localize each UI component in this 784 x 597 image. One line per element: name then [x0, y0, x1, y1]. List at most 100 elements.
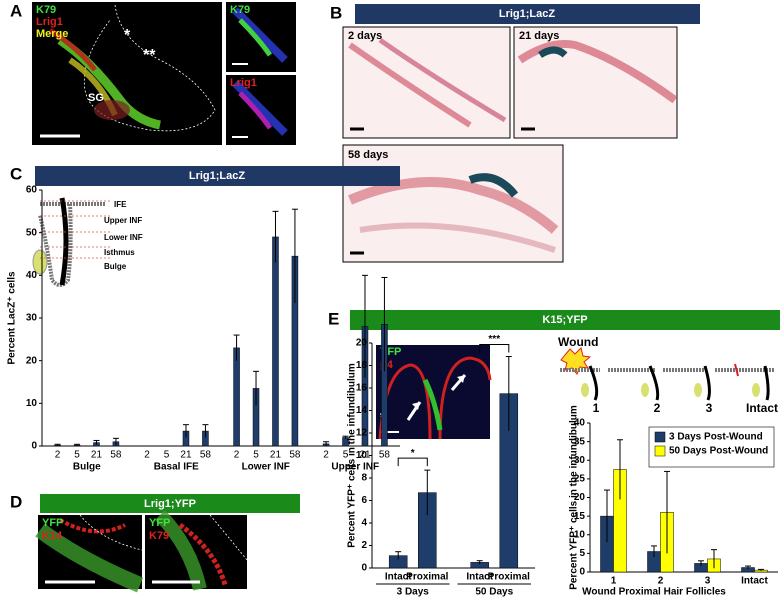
y-tick-label: 8	[361, 473, 367, 484]
y-axis-label: Percent LacZ⁺ cells	[7, 271, 18, 365]
schematic-label: Isthmus	[104, 248, 135, 257]
group-label: Basal IFE	[154, 462, 199, 473]
legend-box	[648, 426, 775, 468]
x-tick-label: 21	[270, 450, 282, 461]
image-label: K79	[230, 4, 250, 16]
y-tick-label: 40	[574, 418, 586, 429]
panel-header: K15;YFP	[542, 314, 587, 326]
x-tick-label: 5	[74, 450, 80, 461]
image-label: Lrig1	[36, 16, 63, 28]
image-label: K14	[42, 530, 63, 542]
y-tick-label: 35	[574, 436, 586, 447]
panel-label: E	[328, 309, 339, 328]
y-axis-label: Percent YFP⁺ cells in the infundibulum	[347, 363, 358, 548]
x-tick-label: 2	[55, 450, 61, 461]
image-label: 21 days	[519, 30, 559, 42]
micrograph-d	[35, 510, 248, 593]
y-tick-label: 0	[361, 563, 367, 574]
x-tick-label: Intact	[741, 576, 768, 587]
y-tick-label: 10	[356, 450, 368, 461]
x-tick-label: 58	[379, 450, 391, 461]
image-label: *	[124, 27, 131, 44]
y-tick-label: 60	[26, 185, 38, 196]
x-tick-label: Proximal	[406, 572, 448, 583]
y-tick-label: 0	[31, 441, 37, 452]
x-tick-label: 21	[91, 450, 103, 461]
significance-label: ***	[488, 334, 500, 345]
panel-label: A	[10, 1, 22, 20]
schematic-label: Bulge	[104, 262, 127, 271]
x-tick-label: Intact	[385, 572, 412, 583]
y-tick-label: 20	[574, 492, 586, 503]
x-tick-label: 2	[234, 450, 240, 461]
y-tick-label: 14	[356, 405, 368, 416]
y-tick-label: 30	[26, 313, 38, 324]
image-label: K79	[149, 530, 169, 542]
y-tick-label: 40	[26, 270, 38, 281]
x-tick-label: 21	[359, 450, 371, 461]
schematic-label: 2	[654, 401, 661, 415]
image-label: 58 days	[348, 149, 388, 161]
panel-header: Lrig1;LacZ	[499, 8, 556, 20]
legend-swatch	[654, 445, 666, 457]
image-label: Merge	[36, 28, 68, 40]
schematic-label: IFE	[114, 200, 127, 209]
schematic-label: 1	[593, 401, 600, 415]
y-axis-label: Percent YFP⁺ cells in the infundibulum	[569, 405, 580, 590]
x-tick-label: 5	[253, 450, 259, 461]
micrograph-a	[32, 2, 296, 145]
y-tick-label: 50	[26, 227, 38, 238]
panel-header: Lrig1;LacZ	[189, 170, 246, 182]
image-label: Lrig1	[230, 77, 257, 89]
x-tick-label: Proximal	[488, 572, 530, 583]
y-tick-label: 20	[356, 338, 368, 349]
bar	[233, 347, 240, 447]
group-label: 3 Days	[397, 587, 430, 597]
schematic-label: Wound	[558, 335, 598, 349]
x-tick-label: 2	[658, 576, 664, 587]
y-tick-label: 10	[26, 398, 38, 409]
x-tick-label: 3	[705, 576, 711, 587]
y-tick-label: 12	[356, 428, 368, 439]
y-tick-label: 0	[579, 567, 585, 578]
legend-label: 50 Days Post-Wound	[669, 446, 768, 457]
schematic-label: Upper INF	[104, 216, 142, 225]
header-bar	[35, 166, 400, 186]
significance-bracket	[479, 344, 510, 353]
x-axis-label: Wound Proximal Hair Follicles	[582, 587, 726, 597]
x-tick-label: 5	[164, 450, 170, 461]
legend-swatch	[654, 431, 666, 443]
x-tick-label: 5	[343, 450, 349, 461]
micrograph-b	[342, 26, 678, 263]
panel-label: B	[330, 3, 342, 22]
panel-header: Lrig1;YFP	[144, 498, 196, 510]
x-tick-label: 21	[180, 450, 192, 461]
y-tick-label: 16	[356, 383, 368, 394]
image-label: 2 days	[348, 30, 382, 42]
image-label: K79	[36, 4, 56, 16]
group-label: Lower INF	[242, 462, 290, 473]
x-tick-label: 58	[289, 450, 301, 461]
panel-label: C	[10, 164, 22, 183]
y-tick-label: 2	[361, 540, 367, 551]
schematic-label: Intact	[746, 401, 778, 415]
header-bar	[350, 310, 780, 330]
image-label: SG	[88, 92, 104, 104]
panel-label: D	[10, 492, 22, 511]
schematic-label: 3	[706, 401, 713, 415]
group-label: 50 Days	[475, 587, 513, 597]
follicle-schematic	[32, 197, 110, 287]
image-label: **	[143, 47, 156, 64]
y-tick-label: 4	[361, 518, 367, 529]
y-tick-label: 6	[361, 495, 367, 506]
x-tick-label: 1	[611, 576, 617, 587]
schematic-label: Lower INF	[104, 233, 143, 242]
x-tick-label: 58	[110, 450, 122, 461]
y-tick-label: 30	[574, 455, 586, 466]
legend-label: 3 Days Post-Wound	[669, 432, 763, 443]
group-label: Bulge	[73, 462, 101, 473]
y-tick-label: 5	[579, 548, 585, 559]
group-label: Upper INF	[331, 462, 379, 473]
header-bar	[355, 4, 700, 24]
